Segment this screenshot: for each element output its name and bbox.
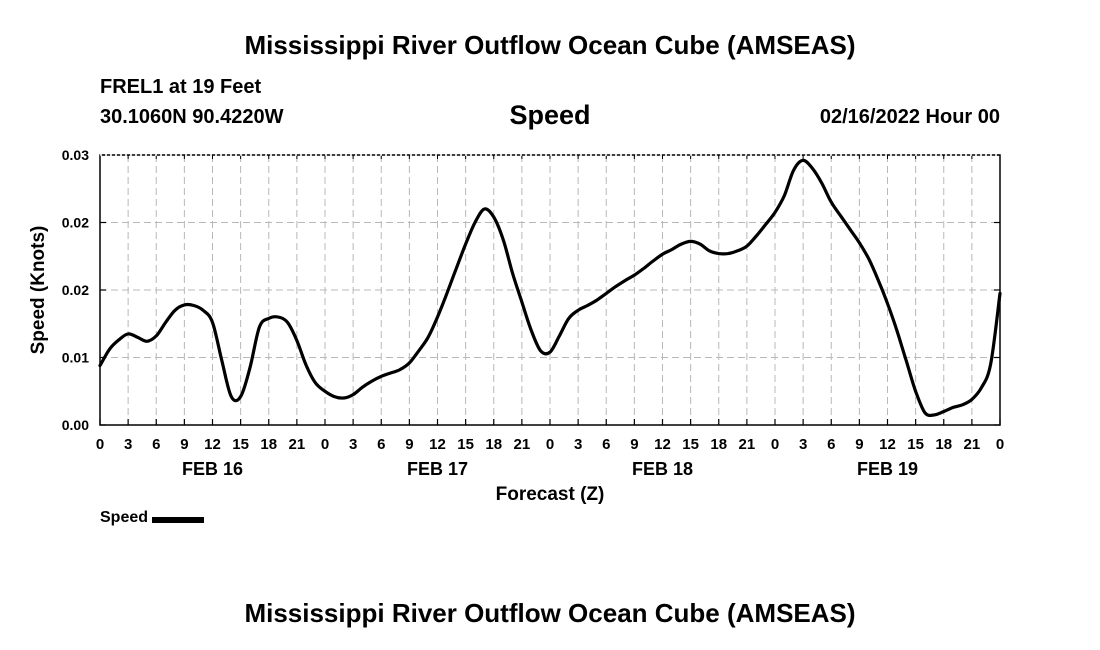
- date-label: FEB 16: [182, 459, 243, 479]
- legend-swatch: [152, 516, 205, 523]
- date-label: FEB 18: [632, 459, 693, 479]
- x-tick-label: 12: [879, 436, 896, 453]
- axis-ticks: [99, 154, 1001, 426]
- x-tick-label: 6: [602, 436, 610, 453]
- x-tick-label: 15: [232, 436, 249, 453]
- x-tick-label: 18: [710, 436, 727, 453]
- y-tick-label: 0.02: [62, 215, 89, 231]
- x-tick-label: 18: [260, 436, 277, 453]
- x-tick-label: 6: [377, 436, 385, 453]
- footer-title: Mississippi River Outflow Ocean Cube (AM…: [244, 598, 856, 628]
- x-tick-label: 0: [771, 436, 779, 453]
- x-tick-label: 0: [996, 436, 1004, 453]
- x-tick-label: 9: [180, 436, 188, 453]
- x-tick-label: 3: [124, 436, 132, 453]
- x-tick-label: 3: [349, 436, 357, 453]
- x-tick-label: 18: [485, 436, 502, 453]
- y-tick-label: 0.03: [62, 147, 89, 163]
- date-label: FEB 17: [407, 459, 468, 479]
- axis-labels: 0 3 6 9 12 15 18 21 0 3 6 9 12 15 18 21 0 3 6 9 12 15 18 21 0 3 6 9…: [28, 147, 1004, 505]
- speed-series-line: [98, 158, 1002, 418]
- x-tick-label: 3: [799, 436, 807, 453]
- date-label: FEB 19: [857, 459, 918, 479]
- x-tick-label: 0: [321, 436, 329, 453]
- x-axis-title: Forecast (Z): [496, 484, 605, 505]
- x-tick-label: 21: [289, 436, 306, 453]
- coordinates-label: 30.1060N 90.4220W: [100, 106, 284, 128]
- x-tick-label: 9: [630, 436, 638, 453]
- x-tick-label: 0: [96, 436, 104, 453]
- x-tick-label: 9: [855, 436, 863, 453]
- x-tick-label: 15: [682, 436, 699, 453]
- x-tick-label: 21: [964, 436, 981, 453]
- x-tick-label: 9: [405, 436, 413, 453]
- series: [98, 158, 1002, 418]
- y-axis-title: Speed (Knots): [28, 226, 49, 355]
- x-tick-label: 12: [654, 436, 671, 453]
- y-tick-label: 0.00: [62, 417, 89, 433]
- x-tick-label: 12: [429, 436, 446, 453]
- station-label: FREL1 at 19 Feet: [100, 76, 262, 98]
- grid: [100, 155, 1000, 425]
- forecast-datetime: 02/16/2022 Hour 00: [819, 106, 1000, 128]
- x-tick-label: 21: [739, 436, 756, 453]
- x-tick-label: 0: [546, 436, 554, 453]
- legend: Speed: [100, 509, 205, 527]
- x-tick-label: 6: [827, 436, 835, 453]
- y-tick-label: 0.01: [62, 350, 89, 366]
- x-tick-label: 15: [457, 436, 474, 453]
- x-tick-label: 21: [514, 436, 531, 453]
- x-tick-label: 18: [935, 436, 952, 453]
- legend-label: Speed: [100, 509, 149, 526]
- variable-title: Speed: [509, 100, 591, 130]
- x-tick-label: 12: [204, 436, 221, 453]
- x-tick-label: 6: [152, 436, 160, 453]
- x-tick-label: 15: [907, 436, 924, 453]
- chart-title: Mississippi River Outflow Ocean Cube (AM…: [244, 30, 856, 60]
- y-tick-label: 0.02: [62, 282, 89, 298]
- x-tick-label: 3: [574, 436, 582, 453]
